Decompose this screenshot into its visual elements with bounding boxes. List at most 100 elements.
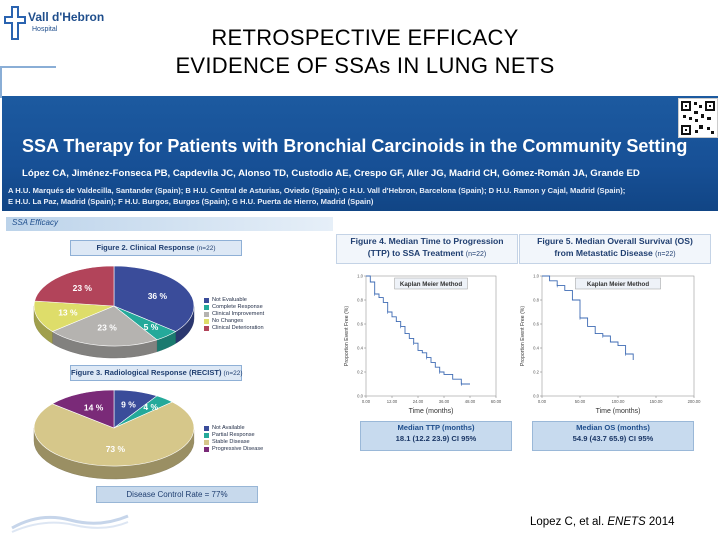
pie-slice-progressive-disease — [51, 389, 115, 429]
y-tick-label: 0.8 — [357, 298, 363, 303]
slide-title-line2: EVIDENCE OF SSAs IN LUNG NETS — [175, 53, 555, 78]
legend-item: Progressive Disease — [204, 446, 263, 453]
ttp-result-value: 18.1 (12.2 23.9) CI 95% — [395, 434, 477, 443]
legend-item: Stable Disease — [204, 439, 263, 446]
title-divider — [0, 66, 56, 68]
y-tick-label: 1.0 — [357, 274, 363, 279]
pie-slice-no-changes — [33, 300, 115, 332]
poster-authors: López CA, Jiménez-Fonseca PB, Capdevila … — [22, 168, 640, 179]
x-tick-label: 12.00 — [387, 399, 398, 404]
legend-swatch — [204, 440, 209, 445]
figure-2-caption: Figure 2. Clinical Response (n=22) — [70, 240, 242, 256]
legend-swatch — [204, 305, 209, 310]
os-result-title: Median OS (months) — [576, 423, 650, 432]
x-tick-label: 0.00 — [362, 399, 371, 404]
x-axis-label: Time (months) — [596, 408, 641, 415]
km-method-label: Kaplan Meier Method — [400, 281, 462, 288]
legend-swatch — [204, 326, 209, 331]
x-axis-label: Time (months) — [409, 408, 454, 415]
citation: Lopez C, et al. ENETS 2014 — [530, 516, 674, 528]
pie-data-label: 9 % — [121, 399, 136, 409]
pie-slice-not-evaluable — [113, 265, 195, 332]
os-kaplan-meier-chart: Kaplan Meier Method 1.0 0.8 0.6 0.4 0.2 0.00.0… — [516, 266, 710, 416]
poster-header: SSA Therapy for Patients with Bronchial … — [2, 96, 718, 211]
y-axis-label: Proportion Event Free (%) — [344, 306, 350, 367]
pie-data-label: 13 % — [58, 308, 78, 318]
logo-subtitle: Hospital — [32, 26, 58, 33]
figure-5-n: (n=22) — [655, 251, 676, 258]
pie-data-label: 36 % — [148, 291, 168, 301]
legend-item: Not Evaluable — [204, 297, 264, 304]
km-method-label: Kaplan Meier Method — [587, 281, 649, 288]
poster-title: SSA Therapy for Patients with Bronchial … — [22, 136, 688, 156]
figure-3-n: (n=22) — [223, 370, 243, 377]
x-tick-label: 36.00 — [439, 399, 450, 404]
legend-swatch — [204, 447, 209, 452]
legend-label: Stable Disease — [212, 439, 250, 445]
figure-4-caption: Figure 4. Median Time to Progression (TT… — [336, 234, 518, 264]
citation-authors: Lopez C, et al. — [530, 516, 608, 528]
legend-label: Not Evaluable — [212, 297, 247, 303]
hospital-cross-icon — [4, 6, 26, 40]
slide-title: RETROSPECTIVE EFFICACY EVIDENCE OF SSAs … — [120, 24, 610, 80]
figure-2-title: Figure 2. Clinical Response — [96, 243, 195, 252]
y-tick-label: 0.2 — [357, 370, 363, 375]
section-label: SSA Efficacy — [12, 218, 58, 227]
legend-item: Clinical Improvement — [204, 311, 264, 318]
logo-name: Vall d'Hebron — [28, 10, 105, 24]
pie-slice-clinical-improvement — [51, 305, 158, 347]
pie-data-label: 23 % — [97, 323, 117, 333]
vall-dhebron-logo: Vall d'Hebron Hospital — [4, 6, 104, 46]
pie-slice-clinical-deterioration — [34, 265, 115, 307]
legend-item: Partial Response — [204, 432, 263, 439]
figure-5-title-line2: from Metastatic Disease — [554, 248, 653, 258]
y-tick-label: 1.0 — [533, 274, 539, 279]
section-header: SSA Efficacy — [6, 217, 333, 231]
x-tick-label: 100.00 — [612, 399, 625, 404]
y-tick-label: 0.8 — [533, 298, 539, 303]
y-tick-label: 0.6 — [357, 322, 363, 327]
radiological-response-legend: Not Available Partial Response Stable Dise… — [204, 425, 263, 453]
figure-4-title-line2: (TTP) to SSA Treatment — [367, 248, 464, 258]
figure-3-title: Figure 3. Radiological Response (RECIST) — [71, 368, 222, 377]
ttp-result-box: Median TTP (months) 18.1 (12.2 23.9) CI … — [360, 421, 512, 451]
os-result-value: 54.9 (43.7 65.9) CI 95% — [572, 434, 654, 443]
poster-affiliations: A H.U. Marqués de Valdecilla, Santander … — [8, 186, 626, 195]
legend-label: Partial Response — [212, 432, 255, 438]
pie-data-label: 73 % — [106, 444, 126, 454]
pie-data-label: 14 % — [84, 402, 104, 412]
figure-2-n: (n=22) — [196, 245, 216, 252]
legend-label: Clinical Improvement — [212, 311, 265, 317]
os-result-box: Median OS (months) 54.9 (43.7 65.9) CI 9… — [532, 421, 694, 451]
legend-swatch — [204, 319, 209, 324]
legend-label: Complete Response — [212, 304, 263, 310]
y-tick-label: 0.6 — [533, 322, 539, 327]
x-tick-label: 50.00 — [575, 399, 586, 404]
poster-image: SSA Therapy for Patients with Bronchial … — [2, 96, 718, 516]
y-tick-label: 0.0 — [533, 394, 539, 399]
y-tick-label: 0.4 — [533, 346, 539, 351]
legend-label: No Changes — [212, 318, 244, 324]
ttp-kaplan-meier-chart: Kaplan Meier Method 1.0 0.8 0.6 0.4 0.2 0.00.0… — [336, 266, 516, 416]
legend-item: Clinical Deterioration — [204, 325, 264, 332]
side-divider — [0, 68, 2, 98]
citation-year: 2014 — [645, 516, 675, 528]
figure-4-title-line1: Figure 4. Median Time to Progression — [350, 236, 504, 246]
x-tick-label: 48.00 — [465, 399, 476, 404]
poster-affiliations: E H.U. La Paz, Madrid (Spain); F H.U. Bu… — [8, 197, 374, 206]
footer-logo — [11, 514, 129, 533]
x-tick-label: 200.00 — [688, 399, 701, 404]
y-axis-label: Proportion Event Free (%) — [520, 306, 526, 367]
pie-data-label: 4 % — [143, 402, 158, 412]
legend-label: Clinical Deterioration — [212, 325, 264, 331]
figure-5-title-line1: Figure 5. Median Overall Survival (OS) — [537, 236, 693, 246]
x-tick-label: 24.00 — [413, 399, 424, 404]
pie-slice-stable-disease — [33, 401, 195, 467]
clinical-response-legend: Not Evaluable Complete Response Clinical I… — [204, 297, 264, 332]
disease-control-rate: Disease Control Rate = 77% — [96, 486, 258, 503]
legend-swatch — [204, 433, 209, 438]
pie-data-label: 23 % — [73, 283, 93, 293]
legend-label: Progressive Disease — [212, 446, 264, 452]
y-tick-label: 0.2 — [533, 370, 539, 375]
slide-title-line1: RETROSPECTIVE EFFICACY — [211, 25, 519, 50]
